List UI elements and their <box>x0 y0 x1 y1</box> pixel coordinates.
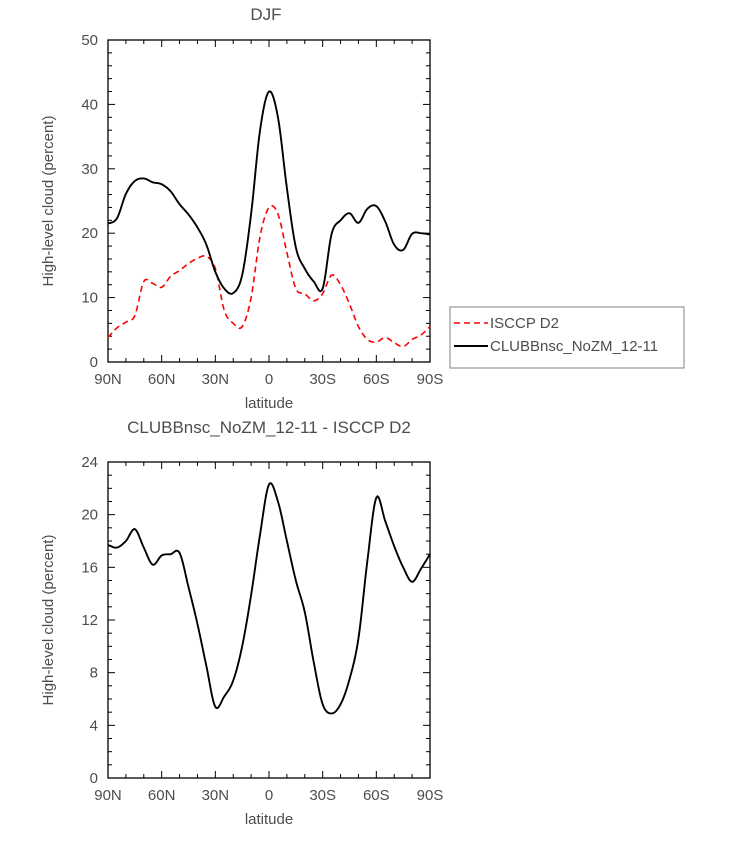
svg-text:90N: 90N <box>94 787 122 804</box>
svg-text:CLUBBnsc_NoZM_12-11: CLUBBnsc_NoZM_12-11 <box>490 338 658 355</box>
svg-text:0: 0 <box>265 371 273 388</box>
svg-text:8: 8 <box>90 665 98 682</box>
svg-text:0: 0 <box>265 787 273 804</box>
svg-text:60S: 60S <box>363 371 390 388</box>
svg-text:High-level cloud (percent): High-level cloud (percent) <box>40 535 57 706</box>
svg-text:16: 16 <box>81 559 98 576</box>
svg-text:High-level cloud (percent): High-level cloud (percent) <box>40 116 57 287</box>
svg-text:30N: 30N <box>202 787 230 804</box>
svg-text:ISCCP D2: ISCCP D2 <box>490 315 559 332</box>
svg-text:12: 12 <box>81 612 98 629</box>
svg-text:20: 20 <box>81 507 98 524</box>
svg-text:10: 10 <box>81 290 98 307</box>
svg-text:CLUBBnsc_NoZM_12-11 - ISCCP D2: CLUBBnsc_NoZM_12-11 - ISCCP D2 <box>127 418 411 437</box>
svg-text:90S: 90S <box>417 787 444 804</box>
svg-text:0: 0 <box>90 354 98 371</box>
svg-text:90N: 90N <box>94 371 122 388</box>
svg-text:90S: 90S <box>417 371 444 388</box>
svg-text:30: 30 <box>81 161 98 178</box>
svg-text:0: 0 <box>90 770 98 787</box>
svg-text:60S: 60S <box>363 787 390 804</box>
svg-text:latitude: latitude <box>245 811 293 828</box>
svg-text:30N: 30N <box>202 371 230 388</box>
svg-text:40: 40 <box>81 96 98 113</box>
svg-text:30S: 30S <box>309 787 336 804</box>
svg-text:30S: 30S <box>309 371 336 388</box>
svg-text:60N: 60N <box>148 371 176 388</box>
svg-text:24: 24 <box>81 454 98 471</box>
svg-text:DJF: DJF <box>250 5 281 24</box>
svg-text:50: 50 <box>81 32 98 49</box>
svg-text:20: 20 <box>81 225 98 242</box>
svg-text:4: 4 <box>90 717 98 734</box>
svg-text:60N: 60N <box>148 787 176 804</box>
svg-text:latitude: latitude <box>245 395 293 412</box>
